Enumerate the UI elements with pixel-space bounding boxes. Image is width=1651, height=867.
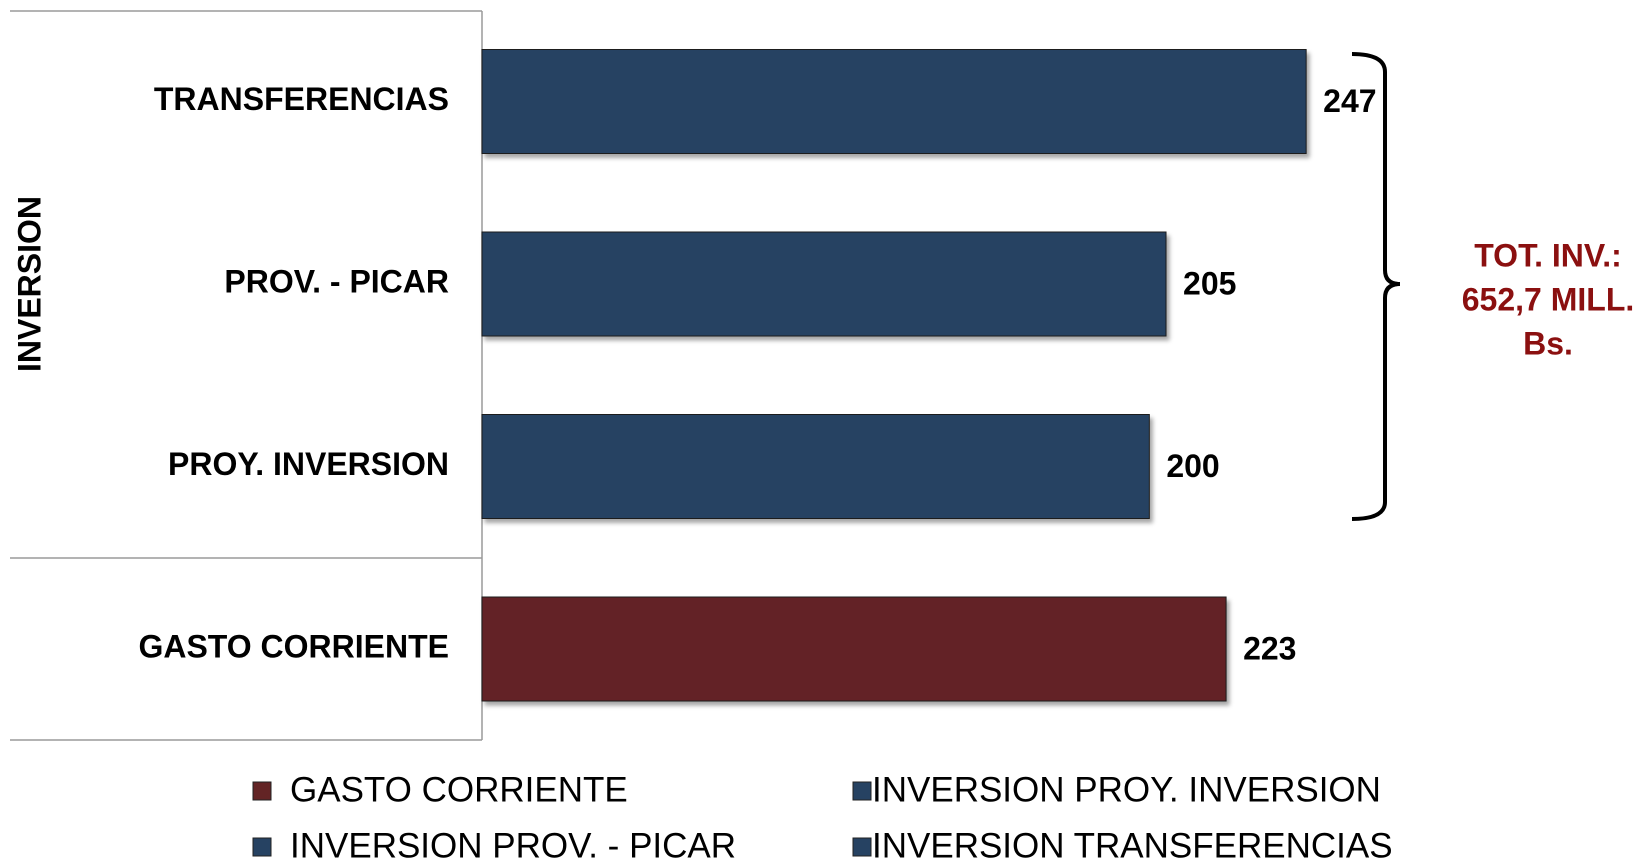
y-tick-label: PROV. - PICAR (224, 263, 449, 299)
legend-label: INVERSION PROY. INVERSION (872, 770, 1381, 809)
annotation: 652,7 MILL. (1462, 281, 1635, 317)
y-tick-label: TRANSFERENCIAS (154, 81, 449, 117)
value-label: 247 (1323, 83, 1376, 119)
legend-marker (852, 837, 872, 857)
group-label: INVERSION (11, 196, 47, 372)
bar (481, 49, 1307, 154)
brace (1351, 52, 1401, 521)
bar (481, 414, 1150, 519)
legend-label: GASTO CORRIENTE (290, 770, 628, 809)
value-label: 205 (1183, 265, 1236, 301)
value-label: 223 (1243, 630, 1296, 666)
bar (481, 596, 1227, 702)
y-tick-label: PROY. INVERSION (168, 446, 449, 482)
legend-label: INVERSION PROV. - PICAR (290, 826, 736, 865)
legend-label: INVERSION TRANSFERENCIAS (872, 826, 1393, 865)
legend-marker (252, 837, 272, 857)
value-label: 200 (1166, 448, 1219, 484)
bar (481, 231, 1167, 337)
legend-marker (852, 781, 872, 801)
annotation: Bs. (1523, 325, 1573, 361)
annotation: TOT. INV.: (1474, 237, 1622, 273)
y-tick-label: GASTO CORRIENTE (138, 628, 449, 664)
legend-marker (252, 781, 272, 801)
